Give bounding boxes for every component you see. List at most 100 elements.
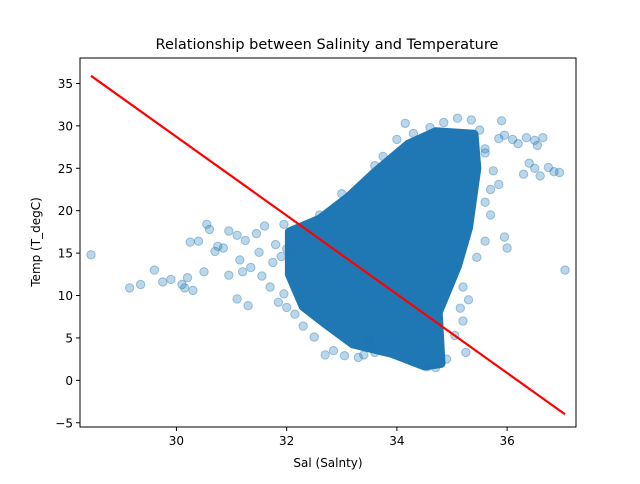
data-point: [124, 283, 135, 293]
y-tick-label: 35: [58, 77, 73, 91]
data-point: [339, 351, 350, 361]
plot-frame: [79, 57, 577, 428]
data-point: [480, 144, 490, 154]
data-point: [149, 265, 160, 275]
x-axis-label: Sal (Salnty): [293, 456, 362, 470]
data-point: [532, 140, 543, 151]
data-point: [224, 226, 234, 236]
data-point: [353, 352, 363, 363]
data-point: [270, 239, 281, 250]
data-point: [204, 224, 215, 235]
data-point: [485, 184, 496, 195]
data-point: [439, 117, 449, 128]
data-point: [543, 162, 554, 173]
data-point: [441, 354, 452, 364]
data-point: [422, 362, 432, 372]
data-point: [494, 133, 504, 144]
y-tick-label: 30: [58, 119, 73, 133]
data-point: [370, 347, 380, 358]
data-point: [257, 271, 267, 281]
data-point: [188, 285, 198, 296]
data-point: [158, 277, 168, 287]
data-point: [328, 346, 339, 356]
chart-title: Relationship between Salinity and Temper…: [156, 37, 499, 53]
data-point: [235, 255, 245, 265]
data-point: [276, 251, 286, 262]
data-point: [499, 232, 510, 242]
data-point: [86, 250, 96, 260]
data-point: [309, 332, 319, 342]
data-point: [452, 113, 463, 123]
data-point: [425, 122, 435, 133]
data-point: [524, 158, 534, 168]
y-tick-label: 25: [58, 162, 73, 176]
data-point: [480, 236, 490, 246]
data-point: [135, 279, 146, 290]
data-point: [177, 279, 187, 290]
y-axis: −5 0 5 10 15 20 25 30 35: [55, 77, 80, 430]
data-point: [290, 309, 300, 319]
data-point: [458, 316, 468, 326]
data-point: [378, 151, 388, 162]
dense-point-cloud: [284, 127, 482, 371]
data-point: [182, 273, 193, 283]
x-tick-label: 30: [169, 434, 184, 448]
x-tick-label: 32: [279, 434, 294, 448]
data-point: [513, 139, 523, 149]
data-point: [254, 247, 264, 258]
data-point: [199, 267, 209, 277]
y-tick-label: 15: [58, 247, 73, 261]
data-point: [237, 267, 248, 277]
data-point: [554, 167, 565, 178]
data-point: [530, 163, 540, 174]
data-point: [502, 243, 512, 253]
data-point: [320, 350, 330, 360]
y-axis-label: Temp (T_degC): [29, 197, 43, 287]
y-tick-label: −5: [55, 416, 73, 430]
data-point: [213, 241, 223, 252]
y-tick-label: 5: [65, 331, 73, 345]
x-tick-label: 36: [499, 434, 514, 448]
data-point: [337, 189, 347, 199]
data-point: [507, 134, 518, 145]
data-point: [560, 265, 570, 275]
data-point: [480, 148, 490, 158]
data-point: [549, 167, 559, 177]
data-point: [298, 321, 308, 331]
data-point: [455, 303, 465, 313]
data-point: [279, 289, 289, 299]
data-point: [392, 134, 402, 145]
data-point: [496, 116, 507, 126]
data-point: [364, 334, 374, 345]
data-point: [273, 297, 284, 307]
data-point: [535, 171, 545, 181]
data-point: [359, 350, 369, 360]
data-point: [463, 295, 474, 305]
data-point: [193, 236, 204, 246]
y-tick-label: 0: [65, 374, 73, 388]
data-point: [485, 210, 496, 220]
data-point: [480, 197, 490, 207]
data-point: [279, 219, 289, 230]
data-point: [472, 252, 482, 262]
data-point: [210, 246, 220, 257]
data-point: [400, 118, 410, 129]
data-point: [315, 210, 325, 220]
data-point: [265, 282, 275, 292]
data-point: [430, 362, 441, 373]
data-point: [251, 228, 262, 239]
data-point: [246, 262, 256, 273]
data-point: [282, 244, 292, 254]
data-point: [408, 128, 419, 139]
data-point: [282, 302, 292, 313]
data-point: [202, 219, 212, 230]
data-point: [224, 270, 234, 280]
data-point: [180, 283, 190, 293]
data-point: [518, 169, 529, 179]
data-point: [268, 257, 278, 268]
data-point: [538, 133, 548, 143]
data-point: [530, 135, 540, 146]
x-axis: 30 32 34 36: [169, 427, 515, 448]
